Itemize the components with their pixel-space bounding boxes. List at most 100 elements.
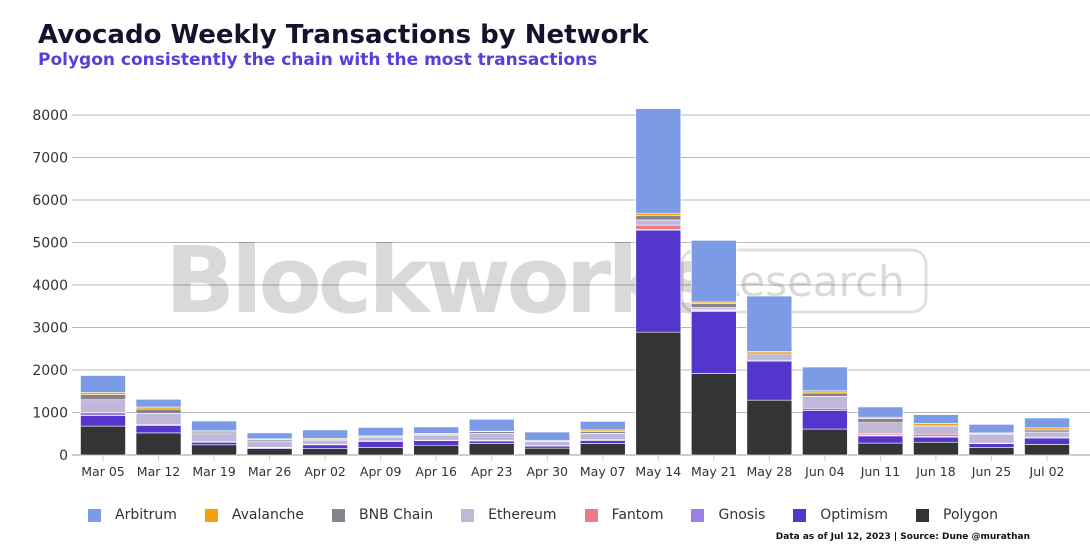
bar-segment-polygon[interactable] <box>302 448 348 456</box>
bar-segment-optimism[interactable] <box>635 229 682 333</box>
bar-segment-gnosis[interactable] <box>802 407 848 411</box>
bar-segment-polygon[interactable] <box>913 441 959 456</box>
bar-segment-polygon[interactable] <box>135 432 182 456</box>
bar-segment-ethereum[interactable] <box>1024 431 1070 438</box>
bar-segment-ethereum[interactable] <box>579 433 626 441</box>
bar-segment-optimism[interactable] <box>968 443 1015 448</box>
bar-segment-optimism[interactable] <box>746 360 793 401</box>
bar-segment-arbitrum[interactable] <box>1024 417 1070 429</box>
bar-segment-polygon[interactable] <box>191 444 237 456</box>
bar-segment-avalanche[interactable] <box>135 406 182 410</box>
bar-segment-polygon[interactable] <box>857 442 904 456</box>
bar-segment-bnb-chain[interactable] <box>802 392 848 397</box>
legend-item[interactable]: Gnosis <box>691 507 765 523</box>
legend-item[interactable]: BNB Chain <box>332 507 433 523</box>
bar-segment-bnb-chain[interactable] <box>691 303 737 308</box>
bar-segment-arbitrum[interactable] <box>135 399 182 408</box>
bar-segment-bnb-chain[interactable] <box>135 408 182 414</box>
bar-segment-arbitrum[interactable] <box>191 420 237 432</box>
chart-subtitle: Polygon consistently the chain with the … <box>38 50 598 70</box>
y-tick-label: 0 <box>59 448 68 464</box>
bar-segment-arbitrum[interactable] <box>691 240 737 303</box>
bar-segment-arbitrum[interactable] <box>579 421 626 431</box>
bar-segment-ethereum[interactable] <box>857 422 904 435</box>
bar-segment-polygon[interactable] <box>80 425 126 456</box>
bar-segment-polygon[interactable] <box>524 447 571 456</box>
bar-segment-ethereum[interactable] <box>357 436 404 442</box>
x-tick-label: Apr 02 <box>304 464 346 479</box>
bar-segment-optimism[interactable] <box>413 440 459 446</box>
bar-segment-arbitrum[interactable] <box>746 295 793 352</box>
bar-segment-polygon[interactable] <box>413 444 459 456</box>
legend-item[interactable]: Avalanche <box>204 507 304 523</box>
bar-segment-optimism[interactable] <box>1024 437 1070 445</box>
bar-segment-avalanche[interactable] <box>80 392 126 395</box>
bar-segment-ethereum[interactable] <box>746 354 793 361</box>
bar-segment-ethereum[interactable] <box>191 433 237 442</box>
bar-segment-arbitrum[interactable] <box>913 414 959 424</box>
bar-segment-optimism[interactable] <box>524 445 571 449</box>
bar-segment-arbitrum[interactable] <box>802 366 848 392</box>
bar-segment-polygon[interactable] <box>246 448 293 456</box>
bar-segment-ethereum[interactable] <box>635 219 682 226</box>
bar-segment-optimism[interactable] <box>802 410 848 430</box>
legend-item[interactable]: Ethereum <box>461 507 557 523</box>
bar-segment-polygon[interactable] <box>1024 444 1070 456</box>
bar-segment-optimism[interactable] <box>357 441 404 448</box>
bar-segment-fantom[interactable] <box>635 224 682 230</box>
bar-segment-polygon[interactable] <box>691 373 737 456</box>
bar-segment-bnb-chain[interactable] <box>1024 429 1070 433</box>
bar-segment-arbitrum[interactable] <box>524 431 571 441</box>
bar-segment-optimism[interactable] <box>80 415 126 427</box>
bar-segment-optimism[interactable] <box>302 444 348 449</box>
x-tick-label: Mar 19 <box>192 464 236 479</box>
watermark-box <box>680 248 928 314</box>
bar-segment-arbitrum[interactable] <box>857 406 904 418</box>
bar-segment-ethereum[interactable] <box>80 399 126 413</box>
bar-segment-ethereum[interactable] <box>913 426 959 435</box>
bar-segment-optimism[interactable] <box>857 435 904 444</box>
bar-segment-ethereum[interactable] <box>413 434 459 441</box>
bar-segment-optimism[interactable] <box>468 440 515 444</box>
bar-segment-ethereum[interactable] <box>968 434 1015 444</box>
bar-segment-optimism[interactable] <box>191 441 237 446</box>
bar-segment-gnosis[interactable] <box>80 412 126 416</box>
bar-segment-ethereum[interactable] <box>302 439 348 445</box>
legend-item[interactable]: Fantom <box>584 507 663 523</box>
bar-segment-optimism[interactable] <box>913 436 959 443</box>
bar-segment-optimism[interactable] <box>691 311 737 374</box>
bar-segment-ethereum[interactable] <box>468 433 515 441</box>
bar-segment-optimism[interactable] <box>579 440 626 444</box>
bar-segment-polygon[interactable] <box>579 443 626 456</box>
legend-item[interactable]: Polygon <box>916 507 998 523</box>
bar-segment-polygon[interactable] <box>746 399 793 456</box>
bar-segment-fantom[interactable] <box>913 433 959 437</box>
bar-segment-ethereum[interactable] <box>524 441 571 446</box>
bar-segment-arbitrum[interactable] <box>357 427 404 437</box>
bar-segment-polygon[interactable] <box>468 443 515 456</box>
bar-segment-avalanche[interactable] <box>635 212 682 217</box>
bar-segment-bnb-chain[interactable] <box>857 418 904 424</box>
bar-segment-arbitrum[interactable] <box>246 432 293 440</box>
bar-segment-avalanche[interactable] <box>1024 427 1070 431</box>
legend-item[interactable]: Arbitrum <box>88 507 177 523</box>
bar-segment-bnb-chain[interactable] <box>80 394 126 401</box>
bar-segment-polygon[interactable] <box>357 447 404 456</box>
bar-segment-ethereum[interactable] <box>802 396 848 409</box>
bar-segment-arbitrum[interactable] <box>413 426 459 434</box>
bar-segment-ethereum[interactable] <box>135 413 182 425</box>
bar-segment-optimism[interactable] <box>135 425 182 434</box>
bar-segment-arbitrum[interactable] <box>635 108 682 214</box>
bar-segment-polygon[interactable] <box>968 447 1015 456</box>
bar-segment-arbitrum[interactable] <box>468 418 515 432</box>
bar-segment-arbitrum[interactable] <box>968 424 1015 434</box>
bar-segment-arbitrum[interactable] <box>302 429 348 439</box>
bar-segment-polygon[interactable] <box>802 428 848 456</box>
bar-segment-bnb-chain[interactable] <box>635 215 682 221</box>
bar-segment-ethereum[interactable] <box>691 307 737 310</box>
legend-item[interactable]: Optimism <box>793 507 888 523</box>
bar-segment-avalanche[interactable] <box>802 390 848 394</box>
bar-segment-ethereum[interactable] <box>246 440 293 448</box>
bar-segment-polygon[interactable] <box>635 331 682 456</box>
bar-segment-arbitrum[interactable] <box>80 375 126 393</box>
